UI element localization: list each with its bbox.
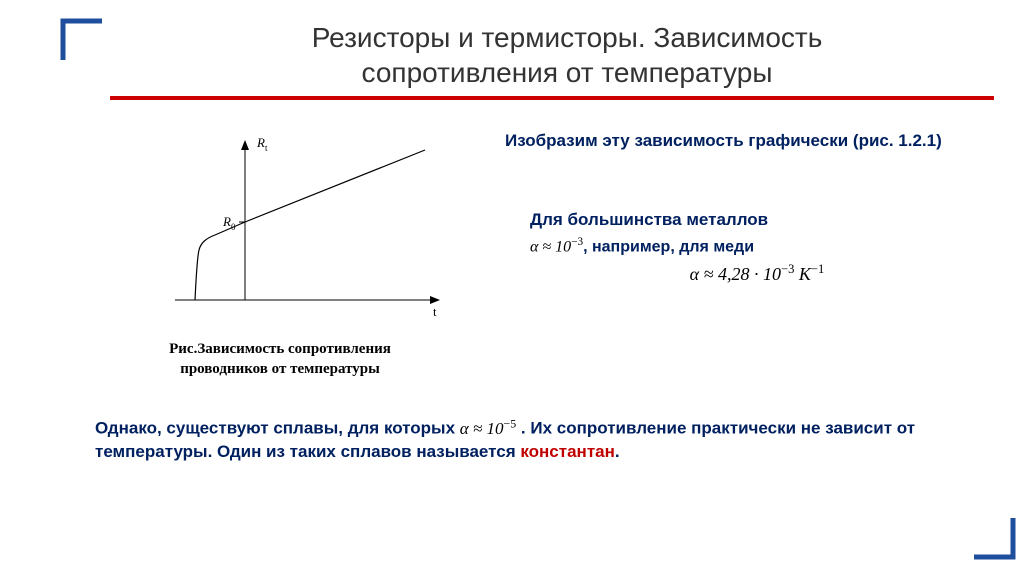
alpha-most-metals: α ≈ 10−3, например, для меди — [530, 236, 984, 256]
bottom-alpha: α ≈ 10−5 — [460, 419, 516, 438]
page-title: Резисторы и термисторы. Зависимость сопр… — [170, 20, 964, 90]
svg-text:R: R — [222, 214, 231, 229]
resistance-chart: R t R 0 t — [135, 130, 455, 330]
svg-text:R: R — [256, 135, 265, 150]
constantan-word: константан — [520, 442, 615, 461]
metals-title: Для большинства металлов — [530, 210, 984, 230]
corner-bracket-bottom — [974, 518, 1016, 560]
bottom-p1: Однако, существуют сплавы, для которых — [95, 419, 460, 438]
alpha2-unit-exp: −1 — [811, 262, 824, 276]
alpha-copper: α ≈ 4,28 · 10−3 K−1 — [530, 262, 984, 285]
alpha1-base: α ≈ 10 — [530, 238, 571, 255]
metals-block: Для большинства металлов α ≈ 10−3, напри… — [530, 210, 984, 285]
chart-caption-line1: Рис.Зависимость сопротивления — [169, 341, 391, 357]
alpha2-base: α ≈ 4,28 · 10 — [690, 264, 781, 284]
bottom-alpha-exp: −5 — [504, 416, 517, 430]
svg-text:0: 0 — [231, 222, 236, 232]
title-underline — [110, 96, 994, 100]
intro-block: Изобразим эту зависимость графически (ри… — [505, 130, 984, 152]
title-line2: сопротивления от температуры — [362, 57, 773, 88]
intro-text: Изобразим эту зависимость графически (ри… — [505, 130, 984, 152]
bottom-paragraph: Однако, существуют сплавы, для которых α… — [95, 415, 964, 464]
alpha1-suffix: , например, для меди — [583, 238, 754, 255]
bottom-alpha-base: α ≈ 10 — [460, 419, 504, 438]
chart-caption-line2: проводников от температуры — [180, 361, 380, 377]
chart-caption: Рис.Зависимость сопротивления проводнико… — [130, 340, 430, 379]
svg-text:t: t — [433, 304, 437, 319]
alpha2-unit-k: K — [794, 264, 811, 284]
bottom-p3: . — [615, 442, 620, 461]
corner-bracket-top — [60, 18, 102, 60]
alpha2-exp: −3 — [781, 262, 794, 276]
title-line1: Резисторы и термисторы. Зависимость — [312, 22, 823, 53]
alpha1-exp: −3 — [571, 236, 583, 248]
svg-text:t: t — [265, 143, 268, 153]
